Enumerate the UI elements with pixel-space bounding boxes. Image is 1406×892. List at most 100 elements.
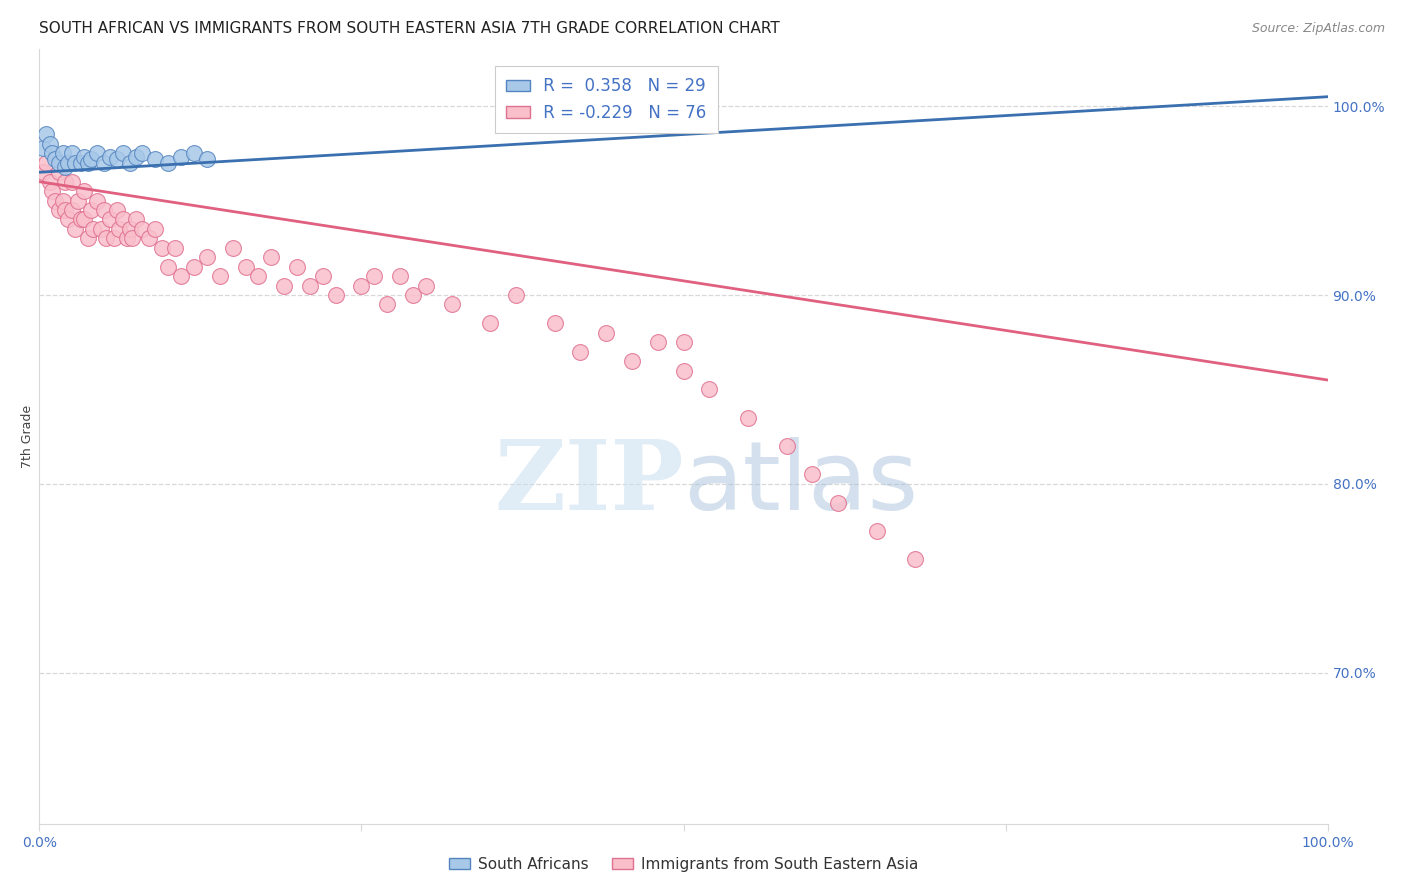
Point <box>69 156 91 170</box>
Point <box>440 297 463 311</box>
Point <box>86 194 108 208</box>
Point <box>298 278 321 293</box>
Point <box>125 150 148 164</box>
Point <box>163 241 186 255</box>
Point <box>350 278 373 293</box>
Point <box>41 184 63 198</box>
Point <box>143 222 166 236</box>
Point <box>65 222 87 236</box>
Point <box>479 317 502 331</box>
Point <box>260 250 283 264</box>
Point <box>285 260 308 274</box>
Point <box>325 288 347 302</box>
Point <box>115 231 138 245</box>
Point <box>103 231 125 245</box>
Text: Source: ZipAtlas.com: Source: ZipAtlas.com <box>1251 22 1385 36</box>
Point <box>569 344 592 359</box>
Point <box>93 202 115 217</box>
Point <box>93 156 115 170</box>
Point <box>32 141 55 155</box>
Point <box>221 241 243 255</box>
Point <box>131 222 153 236</box>
Point <box>775 439 797 453</box>
Point <box>73 212 96 227</box>
Point <box>77 156 100 170</box>
Point <box>60 146 83 161</box>
Point <box>647 335 669 350</box>
Point <box>595 326 617 340</box>
Point <box>131 146 153 161</box>
Point <box>672 335 695 350</box>
Point <box>375 297 398 311</box>
Point <box>60 202 83 217</box>
Point <box>53 202 76 217</box>
Point <box>48 165 70 179</box>
Point <box>80 152 103 166</box>
Point <box>98 212 121 227</box>
Point <box>86 146 108 161</box>
Point <box>697 383 720 397</box>
Point <box>48 202 70 217</box>
Point <box>195 152 218 166</box>
Point <box>118 156 141 170</box>
Point <box>402 288 425 302</box>
Point <box>801 467 824 482</box>
Point <box>505 288 527 302</box>
Point <box>904 552 927 566</box>
Point <box>170 269 193 284</box>
Legend: South Africans, Immigrants from South Eastern Asia: South Africans, Immigrants from South Ea… <box>443 851 924 878</box>
Point <box>32 165 55 179</box>
Point <box>90 222 112 236</box>
Point <box>125 212 148 227</box>
Point <box>41 146 63 161</box>
Point <box>69 212 91 227</box>
Point <box>415 278 437 293</box>
Point <box>73 150 96 164</box>
Point <box>52 146 75 161</box>
Point <box>44 194 66 208</box>
Point <box>157 156 180 170</box>
Point <box>108 222 131 236</box>
Point <box>737 410 759 425</box>
Point <box>77 231 100 245</box>
Point <box>183 260 205 274</box>
Point <box>170 150 193 164</box>
Point <box>138 231 160 245</box>
Point <box>52 194 75 208</box>
Point <box>827 496 849 510</box>
Point <box>150 241 173 255</box>
Point <box>105 152 128 166</box>
Point <box>105 202 128 217</box>
Text: ZIP: ZIP <box>494 436 683 530</box>
Point <box>35 128 58 142</box>
Point <box>112 146 135 161</box>
Point <box>44 152 66 166</box>
Point <box>247 269 270 284</box>
Point <box>96 231 118 245</box>
Point <box>53 175 76 189</box>
Point <box>235 260 257 274</box>
Point <box>273 278 295 293</box>
Text: SOUTH AFRICAN VS IMMIGRANTS FROM SOUTH EASTERN ASIA 7TH GRADE CORRELATION CHART: SOUTH AFRICAN VS IMMIGRANTS FROM SOUTH E… <box>39 21 780 36</box>
Point <box>82 222 104 236</box>
Point <box>121 231 143 245</box>
Point <box>312 269 335 284</box>
Text: atlas: atlas <box>683 437 918 530</box>
Point <box>866 524 889 538</box>
Point <box>621 354 644 368</box>
Point <box>112 212 135 227</box>
Point <box>183 146 205 161</box>
Point <box>60 175 83 189</box>
Point <box>208 269 231 284</box>
Point <box>195 250 218 264</box>
Point <box>389 269 412 284</box>
Point <box>544 317 567 331</box>
Point <box>38 136 60 151</box>
Point <box>492 99 515 113</box>
Y-axis label: 7th Grade: 7th Grade <box>21 405 34 468</box>
Point <box>363 269 385 284</box>
Point <box>157 260 180 274</box>
Point <box>80 202 103 217</box>
Point <box>35 156 58 170</box>
Point <box>65 156 87 170</box>
